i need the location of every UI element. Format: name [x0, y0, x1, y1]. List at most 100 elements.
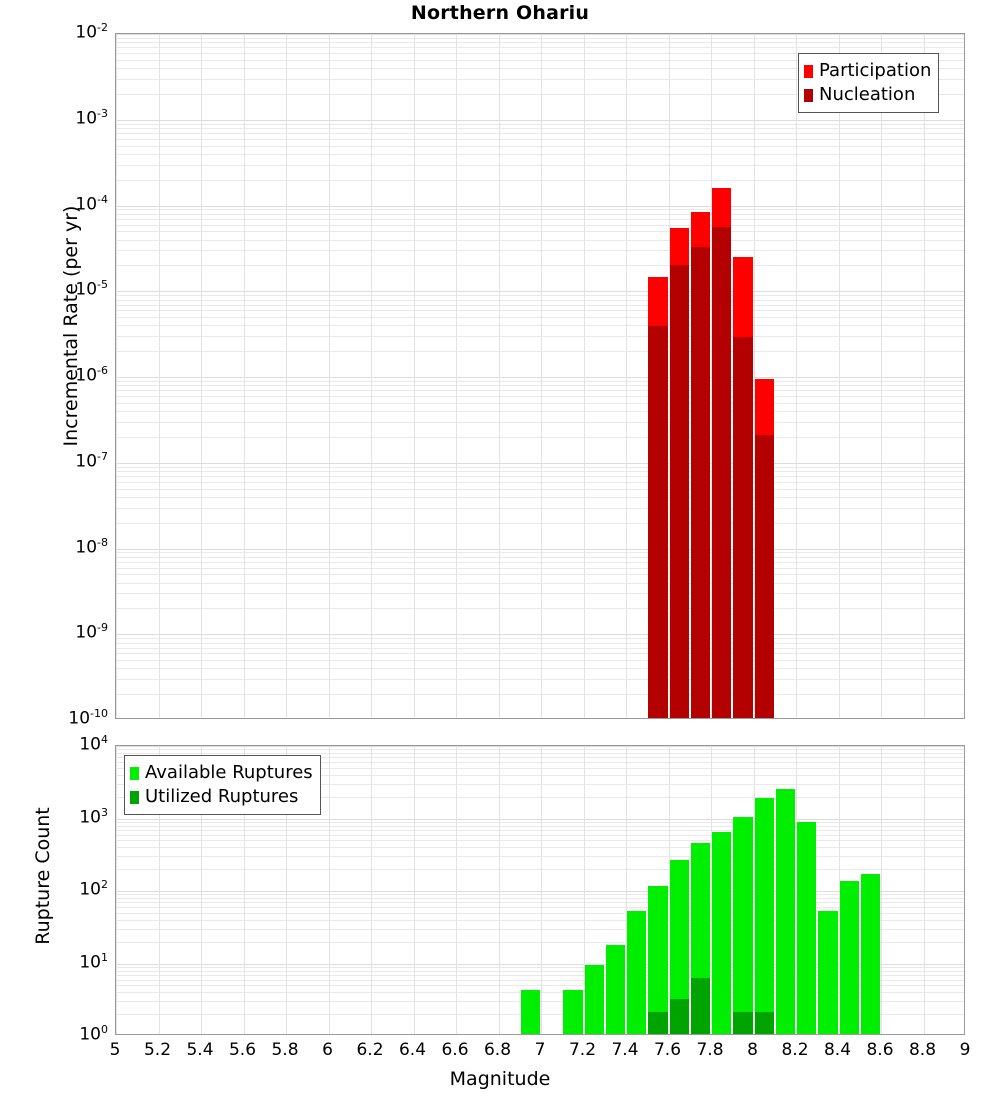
gridline: [413, 34, 415, 718]
x-tick-label: 7.6: [653, 1040, 682, 1060]
x-tick-label: 5.6: [228, 1040, 257, 1060]
gridline: [116, 869, 964, 871]
gridline: [116, 78, 964, 80]
gridline: [286, 746, 287, 1034]
gridline: [371, 746, 372, 1034]
gridline: [116, 522, 964, 524]
y-tick-label: 102: [79, 878, 108, 900]
gridline: [881, 34, 882, 718]
gridline: [116, 963, 964, 965]
gridline: [116, 351, 964, 353]
x-tick-label: 9: [959, 1040, 971, 1060]
gridline: [116, 774, 964, 776]
y-tick-label: 10-4: [75, 192, 108, 214]
bar-utilized-ruptures: [669, 999, 689, 1034]
gridline: [116, 385, 964, 387]
gridline: [116, 840, 964, 842]
gridline: [116, 912, 964, 914]
y-tick-label: 100: [79, 1023, 108, 1045]
gridline: [116, 638, 964, 640]
gridline: [116, 966, 964, 968]
y-tick-label: 10-2: [75, 21, 108, 43]
gridline: [116, 749, 964, 751]
y-tick-label: 101: [79, 950, 108, 972]
gridline: [116, 481, 964, 483]
gridline: [116, 634, 964, 636]
bar-utilized-ruptures: [648, 1012, 668, 1034]
legend-item-utilized-ruptures[interactable]: Utilized Ruptures: [130, 785, 313, 809]
gridline: [116, 552, 964, 554]
gridline: [116, 891, 964, 892]
gridline: [116, 380, 964, 382]
bar-nucleation: [648, 326, 668, 718]
gridline: [201, 746, 202, 1034]
bar-available-ruptures: [712, 831, 732, 1034]
gridline: [881, 746, 882, 1034]
x-tick-label: 8.2: [781, 1040, 809, 1060]
gridline: [116, 209, 964, 211]
bar-available-ruptures: [733, 816, 753, 1034]
x-axis-label: Magnitude: [449, 1068, 551, 1090]
gridline: [498, 34, 500, 718]
bar-available-ruptures: [605, 944, 625, 1034]
gridline: [116, 310, 964, 312]
gridline: [116, 762, 964, 764]
bar-available-ruptures: [648, 886, 668, 1034]
gridline: [456, 34, 457, 718]
bar-available-ruptures: [754, 798, 774, 1034]
legend-item-nucleation[interactable]: Nucleation: [804, 83, 931, 107]
legend-label-nucleation: Nucleation: [819, 84, 916, 105]
gridline: [116, 974, 964, 976]
gridline: [116, 133, 964, 135]
gridline: [116, 390, 964, 392]
legend-item-participation[interactable]: Participation: [804, 59, 931, 83]
bar-available-ruptures: [818, 910, 838, 1034]
gridline: [158, 746, 160, 1034]
gridline: [243, 34, 245, 718]
gridline: [116, 746, 964, 747]
gridline: [116, 476, 964, 478]
x-tick-label: 8.6: [866, 1040, 894, 1060]
y-axis-label-top: Incremental Rate (per yr): [60, 205, 82, 447]
legend-item-available-ruptures[interactable]: Available Ruptures: [130, 761, 313, 785]
x-tick-label: 7.2: [568, 1040, 597, 1060]
gridline: [116, 919, 964, 921]
gridline: [201, 34, 202, 718]
x-tick-label: 5.8: [271, 1040, 299, 1060]
gridline: [116, 829, 964, 831]
gridline: [116, 818, 964, 820]
x-tick-label: 7.4: [611, 1040, 639, 1060]
bar-available-ruptures: [563, 990, 583, 1034]
gridline: [626, 34, 627, 718]
gridline: [116, 928, 964, 930]
y-tick-label: 10-7: [75, 449, 108, 472]
bar-utilized-ruptures: [690, 977, 710, 1034]
gridline: [116, 295, 964, 297]
gridline: [116, 123, 964, 125]
gridline: [116, 898, 964, 900]
gridline: [116, 668, 964, 670]
legend-label-utilized-ruptures: Utilized Ruptures: [145, 786, 299, 807]
gridline: [838, 746, 840, 1034]
gridline: [116, 239, 964, 241]
gridline: [116, 377, 964, 378]
legend-swatch-utilized-ruptures: [130, 790, 139, 804]
gridline: [116, 93, 964, 95]
gridline: [116, 979, 964, 981]
gridline: [116, 561, 964, 563]
gridline: [116, 660, 964, 662]
gridline: [116, 145, 964, 147]
gridline: [116, 746, 117, 1034]
gridline: [116, 488, 964, 490]
y-tick-label: 10-8: [75, 535, 108, 557]
gridline: [583, 34, 585, 718]
gridline: [116, 42, 964, 44]
incremental-rate-plot: [115, 33, 965, 719]
gridline: [116, 821, 964, 823]
bar-nucleation: [690, 247, 710, 718]
bar-nucleation: [669, 265, 689, 718]
gridline: [116, 992, 964, 994]
legend-label-participation: Participation: [819, 60, 932, 81]
gridline: [753, 34, 755, 718]
gridline: [796, 746, 797, 1034]
